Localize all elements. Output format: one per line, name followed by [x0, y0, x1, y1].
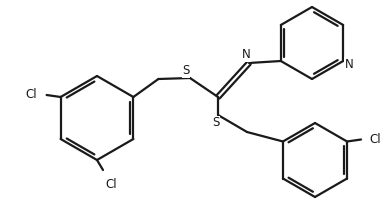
Text: S: S: [212, 117, 220, 129]
Text: Cl: Cl: [105, 178, 117, 191]
Text: Cl: Cl: [25, 89, 36, 101]
Text: Cl: Cl: [369, 133, 381, 146]
Text: N: N: [242, 49, 250, 61]
Text: S: S: [182, 64, 190, 77]
Text: N: N: [345, 57, 354, 71]
